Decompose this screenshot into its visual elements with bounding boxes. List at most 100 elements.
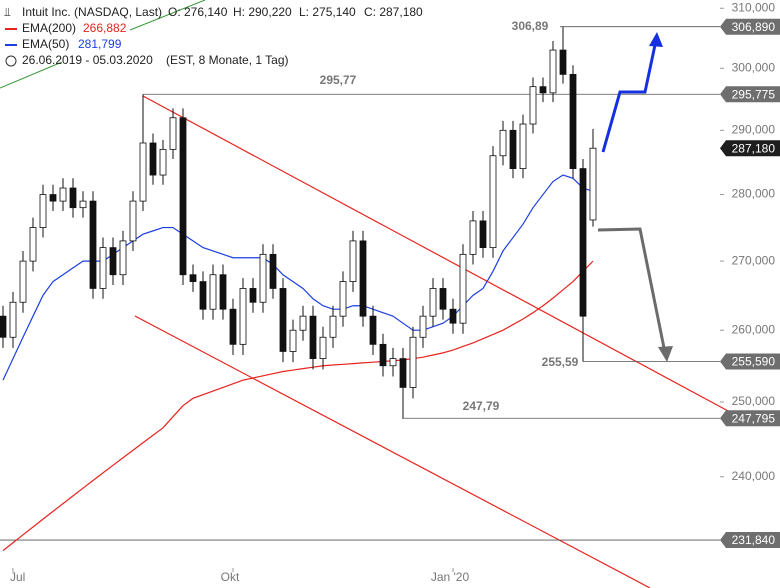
price-tag (720, 140, 780, 157)
candle-body (419, 315, 427, 338)
legend-ema50: EMA(50) (22, 37, 69, 51)
candle-body (359, 240, 367, 317)
candle-body (189, 274, 197, 282)
candle-body (49, 194, 57, 202)
y-tick-label: 270,000 (732, 253, 776, 267)
trend-line (0, 61, 63, 89)
candle-body (19, 260, 27, 303)
candle-body (499, 129, 507, 157)
price-tag-label: 255,590 (732, 355, 776, 369)
candle-body (309, 315, 317, 359)
candle-body (279, 288, 287, 352)
candle-body (329, 315, 337, 338)
candle-body (479, 220, 487, 249)
candle-body (399, 358, 407, 388)
candle-body (169, 117, 177, 150)
range-info: (EST, 8 Monate, 1 Tag) (166, 53, 289, 67)
price-tag (720, 410, 780, 427)
candle-body (579, 168, 587, 317)
candle-body (59, 187, 67, 202)
candle-body (589, 147, 597, 221)
candle-body (529, 86, 537, 125)
price-tag-label: 306,890 (732, 20, 776, 34)
candle-body (219, 274, 227, 310)
y-tick-label: 310,000 (732, 0, 776, 14)
candle-body (389, 358, 397, 367)
candle-body (119, 240, 127, 276)
candle-body (29, 227, 37, 262)
candle-body (99, 247, 107, 289)
y-tick-label: 300,000 (732, 60, 776, 74)
level-label: 295,77 (320, 73, 357, 87)
candle-body (109, 247, 117, 276)
trend-line (129, 0, 206, 31)
candle-body (269, 253, 277, 289)
price-tag-label: 295,775 (732, 87, 776, 101)
candle-body (39, 194, 47, 228)
candle-body (129, 200, 137, 242)
candle-body (369, 315, 377, 345)
x-tick-label: Okt (221, 570, 240, 584)
price-tag-label: 247,795 (732, 411, 776, 425)
candle-body (319, 336, 327, 359)
candle-body (209, 274, 217, 310)
candle-body (379, 343, 387, 367)
candle-body (549, 49, 557, 94)
candle-body (339, 281, 347, 317)
price-tag (720, 86, 780, 103)
legend-ema50-value: 281,799 (78, 37, 122, 51)
channel-upper (142, 95, 731, 413)
candle-body (259, 253, 267, 303)
channel-lower (134, 315, 651, 588)
arrow-head (658, 346, 673, 362)
candle-body (429, 288, 437, 317)
candle-body (289, 329, 297, 352)
x-tick-label: Jan '20 (431, 570, 470, 584)
candle-body (249, 288, 257, 303)
legend-ema200-value: 266,882 (83, 21, 127, 35)
candle-body (469, 220, 477, 255)
arrow-head (649, 32, 663, 47)
candle-body (179, 117, 187, 276)
clock-icon (5, 55, 17, 67)
high: H: 290,220 (233, 5, 292, 19)
price-tag-label: 231,840 (732, 533, 776, 547)
candle-body (159, 148, 167, 176)
price-tag (720, 532, 780, 549)
candle-body (139, 142, 147, 202)
low: L: 275,140 (299, 5, 356, 19)
candle-body (149, 142, 157, 176)
price-tag (720, 18, 780, 35)
candle-body (449, 308, 457, 324)
candle-body (199, 281, 207, 310)
y-tick-label: 260,000 (732, 322, 776, 336)
x-tick-label: Jul (10, 570, 25, 584)
candle-body (439, 288, 447, 310)
ema-line (2, 260, 594, 552)
bull-arrow (601, 44, 657, 153)
candle-body (9, 301, 17, 338)
legend: ⫫ Intuit Inc. (NASDAQ, Last) O: 276,140 … (4, 5, 423, 67)
candle-body (69, 187, 77, 209)
date-range: 26.06.2019 - 05.03.2020 (22, 53, 153, 67)
open: O: 276,140 (168, 5, 228, 19)
candle-body (459, 253, 467, 324)
candle-body (79, 200, 87, 209)
y-tick-label: 240,000 (732, 469, 776, 483)
candle-body (489, 155, 497, 249)
y-tick-label: 290,000 (732, 122, 776, 136)
price-tag (720, 353, 780, 370)
icon: ⫫ (4, 5, 11, 19)
candle-body (519, 123, 527, 169)
candle-body (229, 308, 237, 345)
candle-body (409, 336, 417, 388)
price-tag-label: 287,180 (732, 141, 776, 155)
candle-body (299, 315, 307, 331)
close: C: 287,180 (364, 5, 423, 19)
candle-body (569, 73, 577, 169)
y-tick-label: 280,000 (732, 187, 776, 201)
candle-body (0, 315, 7, 338)
candle-body (349, 240, 357, 282)
candle-body (509, 129, 517, 169)
